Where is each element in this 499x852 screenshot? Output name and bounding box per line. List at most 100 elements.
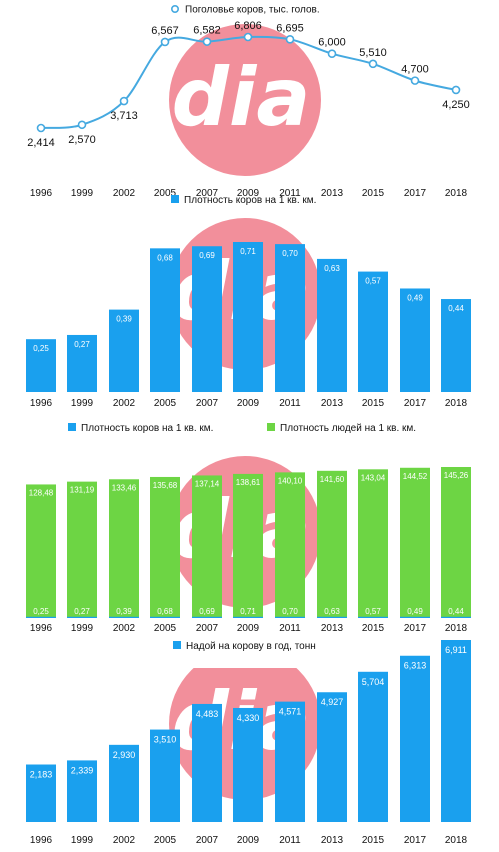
bar [109, 616, 139, 618]
bar [26, 764, 56, 822]
x-tick-label: 2015 [362, 398, 385, 409]
x-tick-label: 2007 [196, 835, 219, 846]
bar [400, 616, 430, 618]
data-label: 2,414 [27, 137, 55, 149]
bar-value-label: 0,39 [116, 607, 132, 616]
x-tick-label: 2005 [154, 623, 177, 634]
bar [67, 481, 97, 618]
bar [26, 484, 56, 618]
bar-value-label: 2,339 [71, 765, 94, 775]
legend-label: Плотность коров на 1 кв. км. [81, 423, 213, 434]
data-label: 6,000 [318, 37, 346, 49]
bar-value-label: 131,19 [70, 486, 95, 495]
data-point [368, 59, 378, 69]
data-point [243, 32, 253, 42]
bar [441, 299, 471, 392]
bar [358, 469, 388, 618]
bar-value-label: 140,10 [278, 476, 303, 485]
bar [275, 701, 305, 822]
data-point [285, 34, 295, 44]
bar-value-label: 128,48 [29, 488, 54, 497]
bar-value-label: 144,52 [403, 472, 428, 481]
legend-circle-marker-icon [171, 5, 180, 14]
bar-value-label: 0,63 [324, 607, 340, 616]
bar [400, 288, 430, 392]
bar [192, 475, 222, 618]
bar [441, 616, 471, 618]
bar [150, 616, 180, 618]
bar [275, 472, 305, 618]
data-point [160, 37, 170, 47]
bar-value-label: 143,04 [361, 473, 386, 482]
bar-value-label: 0,27 [74, 340, 90, 349]
data-label: 6,806 [234, 20, 262, 32]
bar-value-label: 0,70 [282, 249, 298, 258]
bar-value-label: 0,57 [365, 277, 381, 286]
legend-label: Плотность коров на 1 кв. км. [184, 195, 316, 206]
x-tick-label: 2002 [113, 188, 136, 199]
bar [275, 244, 305, 392]
bar [317, 470, 347, 618]
bar [317, 692, 347, 822]
bar-value-label: 0,25 [33, 607, 49, 616]
x-tick-label: 2015 [362, 835, 385, 846]
legend-label: Надой на корову в год, тонн [186, 641, 316, 652]
legend-square-icon [173, 641, 181, 649]
x-tick-label: 2017 [404, 398, 427, 409]
data-label: 6,582 [193, 25, 221, 37]
bar [150, 476, 180, 618]
bar [26, 339, 56, 392]
bar-value-label: 0,57 [365, 607, 381, 616]
bar [441, 467, 471, 618]
bar [150, 729, 180, 822]
x-tick-label: 1999 [71, 623, 94, 634]
x-tick-label: 2018 [445, 835, 468, 846]
bar-value-label: 2,930 [113, 750, 136, 760]
data-label: 6,695 [276, 22, 304, 34]
x-tick-label: 2018 [445, 623, 468, 634]
bar-value-label: 0,44 [448, 304, 464, 313]
watermark-circle [169, 24, 321, 176]
bar [26, 616, 56, 618]
bar-value-label: 4,330 [237, 713, 260, 723]
x-tick-label: 2013 [321, 835, 344, 846]
bar-value-label: 4,483 [196, 709, 219, 719]
legend-square-icon [171, 195, 179, 203]
x-tick-label: 1996 [30, 623, 53, 634]
bar [441, 640, 471, 822]
x-tick-label: 2017 [404, 188, 427, 199]
bar [400, 467, 430, 618]
x-tick-label: 2005 [154, 188, 177, 199]
bar-value-label: 0,70 [282, 607, 298, 616]
bar-value-label: 145,26 [444, 471, 469, 480]
bar [109, 479, 139, 618]
x-tick-label: 1999 [71, 835, 94, 846]
bar-value-label: 0,68 [157, 253, 173, 262]
data-point [451, 85, 461, 95]
bar-value-label: 2,183 [30, 770, 53, 780]
legend-label: Плотность людей на 1 кв. км. [280, 423, 416, 434]
bar-value-label: 0,71 [240, 247, 256, 256]
x-tick-label: 2007 [196, 188, 219, 199]
data-point [327, 49, 337, 58]
dia-watermark-0: dia [169, 24, 321, 176]
x-tick-label: 2009 [237, 623, 260, 634]
bar-value-label: 137,14 [195, 479, 220, 488]
bar-value-label: 138,61 [236, 478, 261, 487]
bar-value-label: 4,927 [321, 697, 344, 707]
bar-value-label: 0,69 [199, 251, 215, 260]
watermark-logo-text: dia [172, 51, 311, 144]
bar-value-label: 0,39 [116, 315, 132, 324]
x-tick-label: 2015 [362, 623, 385, 634]
bar-value-label: 6,313 [404, 661, 427, 671]
bar-value-label: 0,44 [448, 607, 464, 616]
data-label: 4,250 [442, 99, 470, 111]
data-point [77, 120, 87, 130]
bar [67, 334, 97, 392]
x-tick-label: 2013 [321, 188, 344, 199]
x-tick-label: 2018 [445, 398, 468, 409]
bar-value-label: 135,68 [153, 481, 178, 490]
legend-square-icon [267, 423, 275, 431]
